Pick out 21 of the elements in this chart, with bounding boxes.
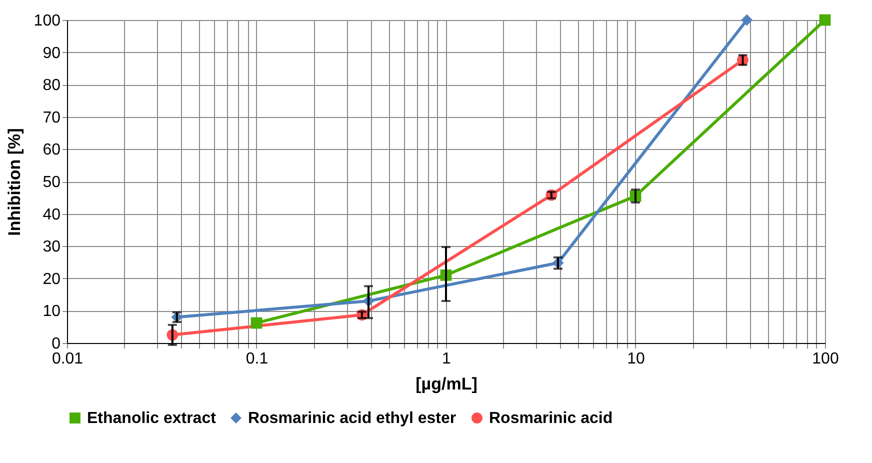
x-axis-title: [µg/mL] — [416, 374, 478, 394]
y-tick-label: 10 — [42, 303, 61, 320]
y-tick-label: 30 — [42, 238, 61, 256]
x-tick-label: 100 — [812, 350, 839, 368]
x-tick-label: 10 — [627, 350, 645, 368]
y-axis-title: Inhibition [%] — [4, 128, 24, 236]
y-tick-label: 0 — [52, 336, 61, 352]
legend-label: Rosmarinic acid — [489, 410, 613, 427]
y-tick-label: 60 — [42, 142, 61, 159]
legend-label: Rosmarinic acid ethyl ester — [248, 410, 456, 427]
x-tick-label: 0.1 — [246, 350, 268, 368]
y-tick-label: 80 — [42, 77, 61, 94]
y-tick-label: 20 — [42, 270, 61, 288]
y-tick-label: 90 — [42, 44, 61, 62]
x-tick-label: 1 — [442, 350, 452, 368]
y-tick-label: 70 — [42, 109, 61, 126]
legend-label: Ethanolic extract — [87, 410, 217, 427]
y-tick-label: 40 — [42, 206, 61, 224]
x-tick-label: 0.01 — [52, 350, 84, 368]
y-tick-label: 100 — [34, 12, 61, 30]
y-tick-label: 50 — [42, 174, 61, 191]
